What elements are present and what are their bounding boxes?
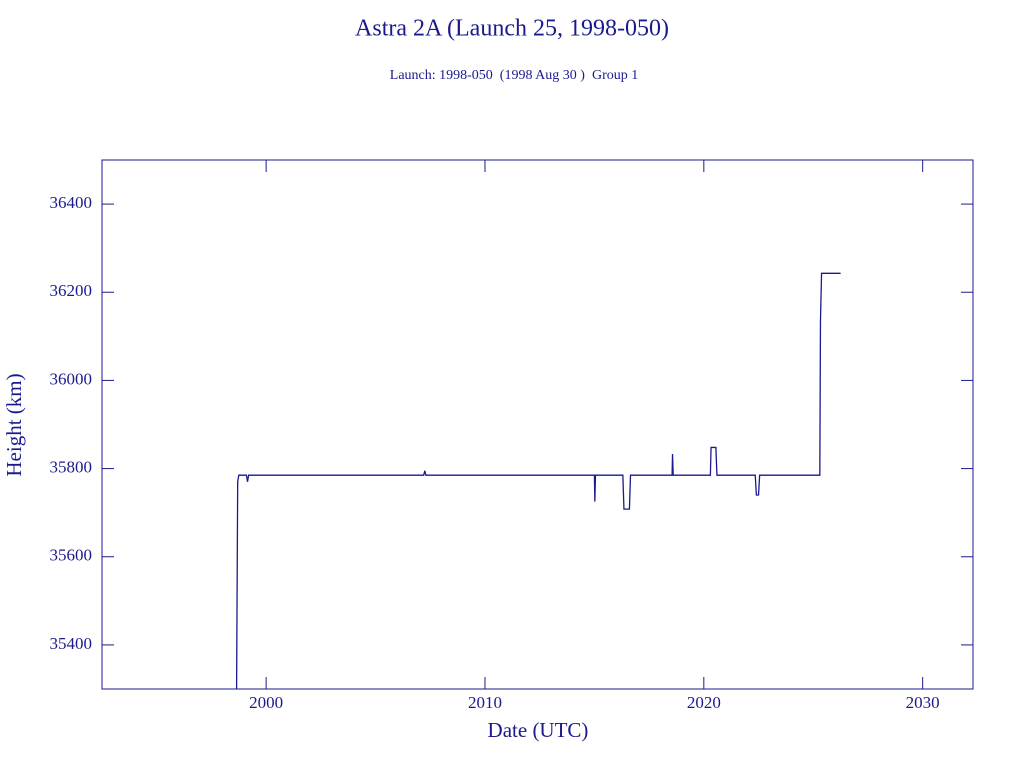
x-axis-label: Date (UTC) [488,718,589,742]
y-tick-label: 35400 [50,634,93,653]
data-line [235,272,841,690]
x-tick-label: 2030 [906,693,940,712]
chart-subtitle: Launch: 1998-050 (1998 Aug 30 ) Group 1 [390,68,638,83]
x-tick-label: 2000 [249,693,283,712]
y-tick-label: 35800 [50,457,93,476]
y-axis-label: Height (km) [2,373,26,476]
y-tick-label: 36000 [50,369,93,388]
y-tick-label: 35600 [50,546,93,565]
x-tick-label: 2010 [468,693,502,712]
plot-frame [101,159,974,690]
y-tick-label: 36400 [50,193,93,212]
x-tick-label: 2020 [687,693,721,712]
y-tick-label: 36200 [50,281,93,300]
chart-title: Astra 2A (Launch 25, 1998-050) [355,16,669,42]
